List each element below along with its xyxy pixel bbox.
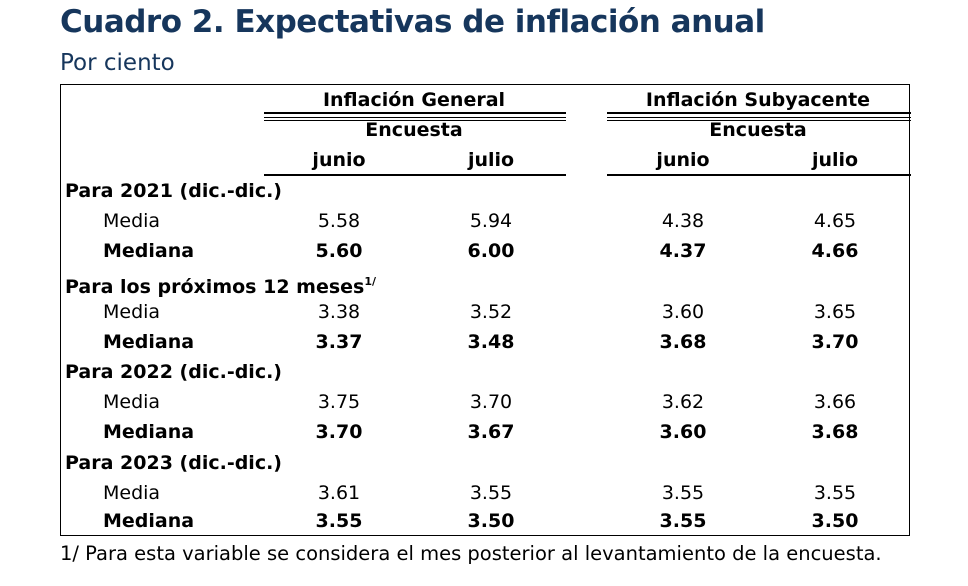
table-subtitle: Por ciento [60, 50, 175, 76]
encuesta-line-general-top [264, 117, 566, 119]
value-cell: 3.68 [659, 331, 707, 353]
row-label-mediana: Mediana [103, 331, 195, 353]
value-cell: 3.55 [813, 482, 857, 504]
table-title: Cuadro 2. Expectativas de inflación anua… [60, 4, 765, 40]
value-cell: 3.48 [467, 331, 515, 353]
group-underline-general [264, 112, 566, 114]
value-cell: 3.55 [469, 482, 513, 504]
footnote: 1/ Para esta variable se considera el me… [60, 542, 882, 565]
value-cell: 3.65 [813, 301, 857, 323]
encuesta-line-core-bottom [607, 120, 911, 122]
inflation-expectations-table: Inflación General Inflación Subyacente E… [60, 84, 911, 536]
row-label-mediana: Mediana [103, 240, 195, 262]
row-label-mediana: Mediana [103, 421, 195, 443]
value-cell: 3.68 [811, 421, 859, 443]
value-cell: 3.38 [317, 301, 361, 323]
col-header-core-julio: julio [811, 149, 859, 171]
value-cell: 3.55 [661, 482, 705, 504]
value-cell: 3.60 [661, 301, 705, 323]
row-label-mediana: Mediana [103, 510, 195, 532]
value-cell: 3.66 [813, 391, 857, 413]
value-cell: 3.61 [317, 482, 361, 504]
encuesta-line-core-top [607, 117, 911, 119]
value-cell: 3.62 [661, 391, 705, 413]
col-header-core-junio: junio [656, 149, 710, 171]
value-cell: 3.50 [811, 510, 859, 532]
value-cell: 3.70 [315, 421, 363, 443]
subheader-encuesta-core: Encuesta [709, 119, 807, 141]
section-label-2022: Para 2022 (dic.-dic.) [65, 361, 282, 383]
value-cell: 3.55 [315, 510, 363, 532]
group-header-general: Inflación General [322, 89, 506, 111]
value-cell: 3.75 [317, 391, 361, 413]
value-cell: 5.58 [317, 210, 361, 232]
row-label-media: Media [103, 391, 161, 413]
value-cell: 3.52 [469, 301, 513, 323]
value-cell: 4.65 [813, 210, 857, 232]
value-cell: 6.00 [467, 240, 515, 262]
section-label-2021: Para 2021 (dic.-dic.) [65, 180, 282, 202]
section-label-2023: Para 2023 (dic.-dic.) [65, 452, 282, 474]
group-underline-core [607, 112, 911, 114]
subheader-encuesta-general: Encuesta [365, 119, 463, 141]
section-label-12-meses: Para los próximos 12 meses1/ [65, 275, 377, 298]
group-header-core: Inflación Subyacente [645, 89, 871, 111]
value-cell: 3.70 [469, 391, 513, 413]
col-header-general-julio: julio [467, 149, 515, 171]
value-cell: 5.60 [315, 240, 363, 262]
value-cell: 4.66 [811, 240, 859, 262]
value-cell: 3.37 [315, 331, 363, 353]
value-cell: 3.70 [811, 331, 859, 353]
value-cell: 3.67 [467, 421, 515, 443]
row-label-media: Media [103, 301, 161, 323]
footnote-marker: 1/ [364, 275, 377, 288]
header-bottom-line-core [607, 174, 911, 176]
row-label-media: Media [103, 210, 161, 232]
value-cell: 3.50 [467, 510, 515, 532]
row-label-media: Media [103, 482, 161, 504]
value-cell: 3.60 [659, 421, 707, 443]
value-cell: 5.94 [469, 210, 513, 232]
value-cell: 3.55 [659, 510, 707, 532]
encuesta-line-general-bottom [264, 120, 566, 122]
value-cell: 4.38 [661, 210, 705, 232]
col-header-general-junio: junio [312, 149, 366, 171]
header-bottom-line-general [264, 174, 566, 176]
value-cell: 4.37 [659, 240, 707, 262]
